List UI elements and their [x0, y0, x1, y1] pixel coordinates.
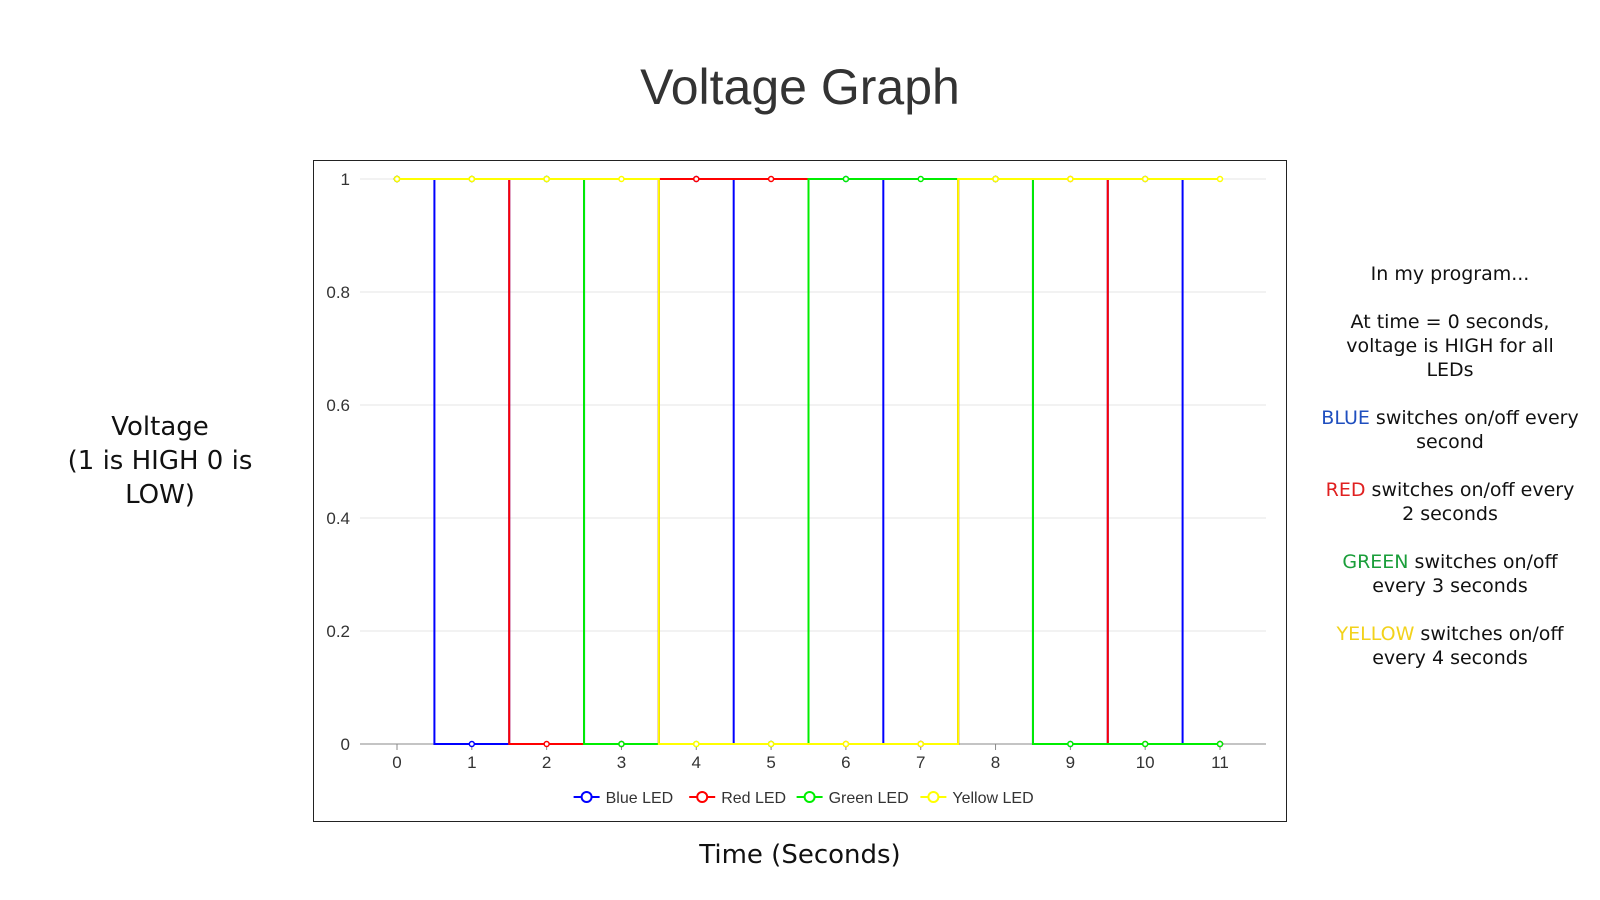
- y-axis-label-line: Voltage: [111, 412, 209, 442]
- x-tick-label: 11: [1211, 753, 1229, 772]
- red-rest: switches on/off every 2 seconds: [1365, 479, 1575, 525]
- series-line-green-led: [397, 178, 1220, 745]
- data-point: [1067, 740, 1074, 748]
- y-tick-label: 0.2: [326, 622, 350, 641]
- notes-green: GREEN switches on/off every 3 seconds: [1320, 550, 1580, 598]
- legend-label: Yellow LED: [952, 790, 1033, 807]
- notes-red: RED switches on/off every 2 seconds: [1320, 478, 1580, 526]
- data-point: [618, 175, 625, 183]
- x-tick-label: 4: [692, 753, 701, 772]
- chart-frame: 0 0.2 0.4 0.6 0.8 1 0 1 2 3 4 5 6 7 8 9 10 11 Blue LED Red …: [313, 160, 1287, 822]
- x-tick-label: 8: [991, 753, 1000, 772]
- notes-yellow: YELLOW switches on/off every 4 seconds: [1320, 622, 1580, 670]
- data-point: [767, 740, 775, 748]
- data-point: [1141, 175, 1149, 183]
- data-point: [767, 175, 775, 183]
- green-word: GREEN: [1342, 551, 1409, 573]
- y-tick-label: 0.8: [326, 283, 350, 302]
- data-point: [468, 740, 476, 748]
- x-tick-label: 9: [1066, 753, 1075, 772]
- y-tick-label: 1: [341, 170, 350, 189]
- data-point: [842, 175, 850, 183]
- data-point: [1067, 175, 1074, 183]
- y-tick-label: 0.6: [326, 396, 350, 415]
- yellow-word: YELLOW: [1336, 623, 1415, 645]
- notes-blue: BLUE switches on/off every second: [1320, 406, 1580, 454]
- legend-label: Green LED: [829, 790, 909, 807]
- legend-swatch-marker: [927, 791, 940, 803]
- series-line-yellow-led: [397, 178, 1220, 745]
- data-point: [1216, 175, 1224, 183]
- x-tick-label: 2: [542, 753, 551, 772]
- data-point: [1141, 740, 1149, 748]
- legend-label: Red LED: [721, 790, 786, 807]
- yellow-rest: switches on/off every 4 seconds: [1372, 623, 1564, 669]
- data-point: [543, 175, 550, 183]
- green-rest: switches on/off every 3 seconds: [1372, 551, 1558, 597]
- x-tick-label: 0: [392, 753, 401, 772]
- x-tick-label: 3: [617, 753, 626, 772]
- legend-swatch-marker: [580, 791, 593, 803]
- legend-swatch-marker: [696, 791, 709, 803]
- y-axis-label-line: (1 is HIGH 0 is: [67, 446, 253, 476]
- data-point: [693, 175, 700, 183]
- x-tick-label: 1: [467, 753, 476, 772]
- y-tick-label: 0: [341, 735, 350, 754]
- legend-label: Blue LED: [606, 790, 674, 807]
- blue-rest: switches on/off every second: [1369, 407, 1579, 453]
- data-point: [917, 740, 924, 748]
- program-notes: In my program... At time = 0 seconds, vo…: [1320, 262, 1580, 694]
- blue-word: BLUE: [1321, 407, 1370, 429]
- legend-swatch-marker: [803, 791, 816, 803]
- data-point: [693, 740, 700, 748]
- data-point: [917, 175, 924, 183]
- x-tick-label: 6: [841, 753, 850, 772]
- data-point: [1216, 740, 1224, 748]
- y-tick-label: 0.4: [326, 509, 350, 528]
- data-point: [468, 175, 476, 183]
- data-point: [618, 740, 625, 748]
- chart-title: Voltage Graph: [640, 59, 960, 115]
- y-axis-label-line: LOW): [125, 480, 195, 510]
- x-tick-label: 5: [766, 753, 775, 772]
- data-point: [842, 740, 850, 748]
- notes-intro: In my program...: [1370, 263, 1530, 285]
- red-word: RED: [1325, 479, 1366, 501]
- x-tick-label: 10: [1136, 753, 1155, 772]
- data-point: [992, 175, 999, 183]
- notes-start: At time = 0 seconds, voltage is HIGH for…: [1346, 311, 1554, 381]
- data-point: [393, 175, 401, 183]
- data-point: [543, 740, 550, 748]
- x-tick-label: 7: [916, 753, 925, 772]
- x-axis-label: Time (Seconds): [699, 840, 901, 870]
- y-axis-label: Voltage (1 is HIGH 0 is LOW): [40, 410, 280, 512]
